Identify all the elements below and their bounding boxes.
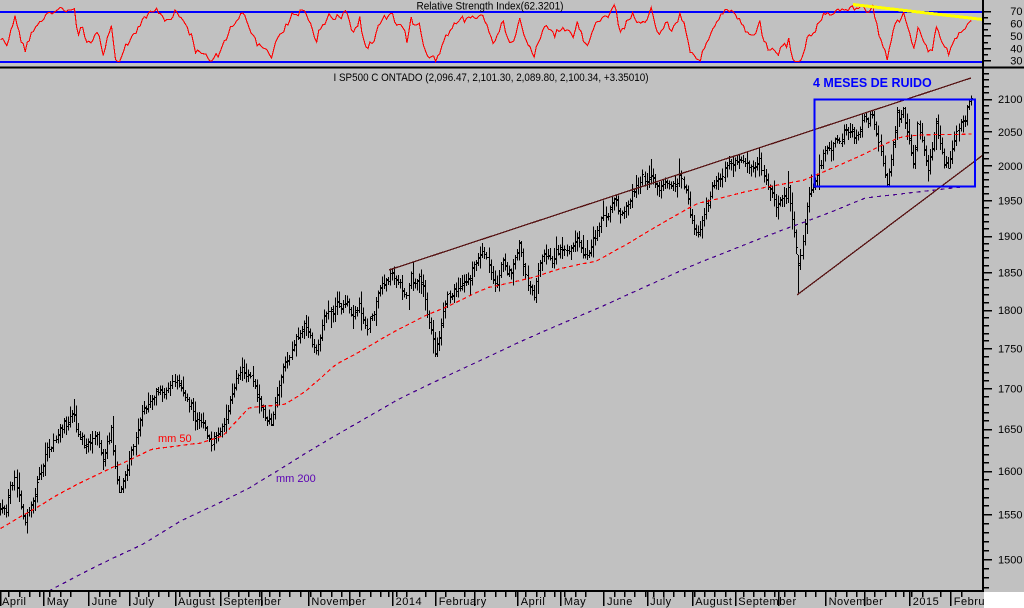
svg-text:June: June (607, 596, 633, 608)
svg-text:2014: 2014 (396, 596, 422, 608)
svg-text:February: February (439, 596, 487, 608)
svg-text:2100: 2100 (998, 94, 1022, 106)
svg-text:April: April (521, 596, 546, 608)
svg-text:2000: 2000 (998, 161, 1022, 173)
svg-text:1950: 1950 (998, 195, 1022, 207)
svg-text:mm 200: mm 200 (276, 473, 316, 485)
svg-text:mm 50: mm 50 (158, 433, 192, 445)
svg-text:May: May (47, 596, 69, 608)
svg-text:August: August (178, 596, 215, 608)
svg-text:1650: 1650 (998, 424, 1022, 436)
svg-text:1500: 1500 (998, 555, 1022, 567)
svg-text:June: June (92, 596, 118, 608)
svg-text:70: 70 (1010, 6, 1022, 18)
svg-text:40: 40 (1010, 43, 1022, 55)
svg-text:July: July (133, 596, 155, 608)
svg-text:60: 60 (1010, 18, 1022, 30)
svg-text:September: September (223, 596, 281, 608)
svg-text:November: November (311, 596, 366, 608)
svg-text:September: September (738, 596, 796, 608)
svg-text:1550: 1550 (998, 510, 1022, 522)
svg-text:Relative Strength Index(62.320: Relative Strength Index(62.3201) (417, 1, 564, 13)
svg-text:1700: 1700 (998, 383, 1022, 395)
svg-text:1850: 1850 (998, 268, 1022, 280)
svg-text:May: May (564, 596, 586, 608)
svg-text:November: November (829, 596, 884, 608)
svg-text:I SP500 C ONTADO (2,096.47, 2,: I SP500 C ONTADO (2,096.47, 2,101.30, 2,… (334, 72, 649, 84)
svg-text:1900: 1900 (998, 231, 1022, 243)
svg-text:1750: 1750 (998, 344, 1022, 356)
svg-text:1600: 1600 (998, 466, 1022, 478)
svg-text:August: August (695, 596, 732, 608)
svg-text:April: April (2, 596, 27, 608)
svg-text:50: 50 (1010, 31, 1022, 43)
svg-text:2015: 2015 (913, 596, 939, 608)
svg-text:4 MESES DE RUIDO: 4 MESES DE RUIDO (813, 76, 932, 90)
svg-text:1800: 1800 (998, 305, 1022, 317)
svg-text:July: July (650, 596, 672, 608)
svg-text:2050: 2050 (998, 127, 1022, 139)
svg-text:30: 30 (1010, 56, 1022, 68)
